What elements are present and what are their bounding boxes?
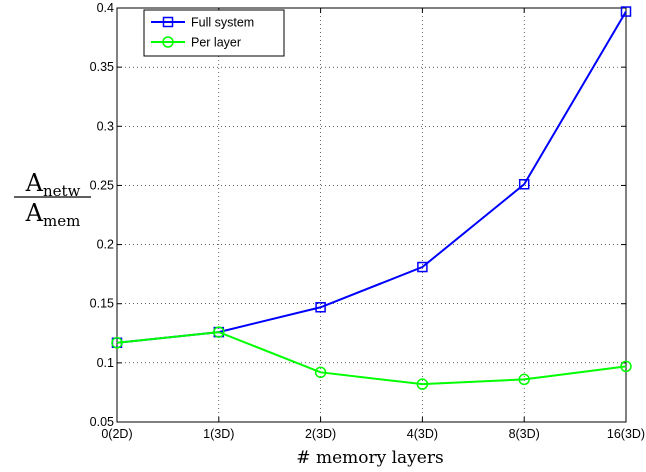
- series-line-per-layer: [116, 331, 627, 386]
- data-point-full-system: [315, 302, 326, 313]
- y-tick-label: 0.2: [97, 238, 114, 252]
- legend-label-per-layer: Per layer: [191, 36, 241, 50]
- data-point-per-layer: [314, 366, 327, 379]
- y-title-denominator: A: [25, 199, 44, 227]
- plot-frame: [116, 7, 627, 423]
- plot-area: [117, 8, 626, 422]
- legend-label-full-system: Full system: [191, 16, 254, 30]
- legend: Full system Per layer: [143, 9, 285, 57]
- data-point-per-layer: [111, 336, 123, 349]
- data-point-per-layer: [518, 373, 530, 386]
- y-tick-label: 0.1: [97, 356, 114, 370]
- y-tick-label: 0.25: [90, 178, 114, 192]
- y-tick-label: 0.15: [90, 297, 114, 311]
- y-tick-label: 0.35: [90, 60, 114, 74]
- x-tick-label: 0(2D): [101, 427, 132, 441]
- y-tick-label: 0.05: [90, 415, 114, 429]
- x-tick-label: 16(3D): [607, 427, 645, 441]
- data-point-per-layer: [213, 326, 225, 338]
- legend-marker-full-system: [162, 16, 174, 28]
- y-title-numerator-sub: netw: [43, 182, 81, 200]
- x-tick-label: 8(3D): [509, 427, 540, 441]
- svg-text:Anetw: Anetw: [25, 169, 81, 200]
- x-tick-label: 2(3D): [305, 427, 336, 441]
- y-axis-title: Anetw Amem: [14, 169, 91, 230]
- y-tick-label: 0.4: [97, 1, 114, 15]
- axis-ticks: 0.05 0.1 0.15 0.2 0.25 0.3 0.35 0.4 0(2D) 1(3D) 2(…: [90, 1, 645, 441]
- x-axis-title: # memory layers: [296, 448, 443, 468]
- svg-text:Amem: Amem: [25, 199, 81, 230]
- legend-marker-per-layer: [162, 36, 174, 48]
- y-title-numerator: A: [25, 169, 44, 197]
- grid-lines: [117, 8, 626, 422]
- data-point-full-system: [417, 261, 428, 273]
- data-point-per-layer: [620, 360, 632, 373]
- series-group: [111, 6, 632, 390]
- y-tick-label: 0.3: [97, 119, 114, 133]
- x-tick-label: 1(3D): [203, 427, 234, 441]
- data-point-full-system: [518, 178, 530, 190]
- data-point-full-system: [620, 6, 632, 17]
- x-tick-label: 4(3D): [407, 427, 438, 441]
- data-point-per-layer: [416, 378, 429, 390]
- y-title-denominator-sub: mem: [43, 212, 80, 230]
